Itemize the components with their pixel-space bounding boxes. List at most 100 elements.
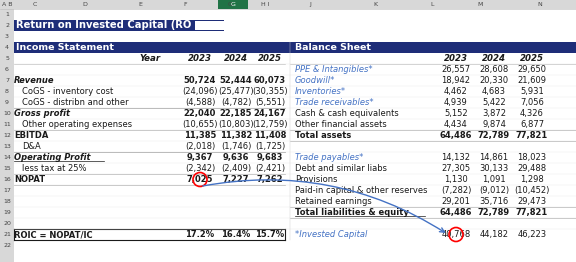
Text: 22,185: 22,185 [220,109,252,118]
Text: 20,330: 20,330 [479,76,509,85]
Text: PPE & Intangibles*: PPE & Intangibles* [295,65,373,74]
Text: F: F [183,2,187,7]
Text: G: G [228,2,233,7]
Text: 15: 15 [3,166,11,171]
Text: 22,040: 22,040 [184,109,216,118]
Text: 1: 1 [5,12,9,17]
Bar [0,0,14,262]
FancyArrowPatch shape [203,180,444,232]
Text: 28,608: 28,608 [479,65,509,74]
Text: 17: 17 [3,188,11,193]
Text: Total liabilities & equity: Total liabilities & equity [295,208,409,217]
Text: (2,421): (2,421) [255,164,285,173]
Text: (24,096): (24,096) [182,87,218,96]
Text: 10: 10 [3,111,11,116]
Text: 11: 11 [3,122,11,127]
Text: 9,636: 9,636 [223,153,249,162]
Text: (2,409): (2,409) [221,164,251,173]
Text: 4,462: 4,462 [444,87,468,96]
Text: CoGS - inventory cost: CoGS - inventory cost [22,87,113,96]
Text: (5,551): (5,551) [255,98,285,107]
Text: 3: 3 [5,34,9,39]
Text: 11,408: 11,408 [254,131,286,140]
Text: (9,012): (9,012) [479,186,509,195]
Bar [195,21,224,30]
Text: (1,746): (1,746) [221,142,251,151]
Text: 5,931: 5,931 [520,87,544,96]
Text: Balance Sheet: Balance Sheet [295,43,371,52]
Text: 2024: 2024 [482,54,506,63]
Text: Operating Profit: Operating Profit [14,153,90,162]
Text: (10,655): (10,655) [182,120,218,129]
Text: 1,298: 1,298 [520,175,544,184]
Text: K: K [373,2,377,7]
Text: 2023: 2023 [444,54,468,63]
Text: 4,939: 4,939 [444,98,468,107]
Text: 18: 18 [3,199,11,204]
Text: (4,782): (4,782) [221,98,251,107]
Text: 72,789: 72,789 [478,131,510,140]
Text: (10,803): (10,803) [218,120,254,129]
Text: 22: 22 [3,243,11,248]
Text: L: L [430,2,434,7]
Text: 2024: 2024 [224,54,248,63]
Text: Total assets: Total assets [295,131,351,140]
Text: *Invested Capital: *Invested Capital [295,230,367,239]
Text: C: C [33,2,37,7]
Text: Cash & cash equivalents: Cash & cash equivalents [295,109,399,118]
Text: 2: 2 [5,23,9,28]
Text: D&A: D&A [22,142,41,151]
Text: 2025: 2025 [520,54,544,63]
Text: 40,768: 40,768 [441,230,471,239]
Text: Debt and similar liabs: Debt and similar liabs [295,164,387,173]
Text: (4,588): (4,588) [185,98,215,107]
Text: 29,488: 29,488 [517,164,547,173]
Text: 64,486: 64,486 [439,208,472,217]
Text: (10,452): (10,452) [514,186,550,195]
Text: (2,342): (2,342) [185,164,215,173]
Text: 1,091: 1,091 [482,175,506,184]
Text: 19: 19 [3,210,11,215]
Text: Revenue: Revenue [14,76,55,85]
Text: 29,650: 29,650 [517,65,547,74]
Text: 77,821: 77,821 [516,208,548,217]
Text: Provisions: Provisions [295,175,338,184]
Text: 50,724: 50,724 [184,76,216,85]
Text: 64,486: 64,486 [439,131,472,140]
Text: 7,025: 7,025 [187,175,213,184]
Text: Inventories*: Inventories* [295,87,346,96]
Text: D: D [82,2,88,7]
Text: NOPAT: NOPAT [14,175,45,184]
Text: 9: 9 [5,100,9,105]
Text: 4: 4 [5,45,9,50]
Text: 14,132: 14,132 [441,153,471,162]
Text: A B: A B [2,2,12,7]
Text: H I: H I [261,2,270,7]
Text: 14: 14 [3,155,11,160]
Bar [14,42,576,53]
Text: 18,942: 18,942 [441,76,471,85]
Text: 77,821: 77,821 [516,131,548,140]
Text: Retained earnings: Retained earnings [295,197,372,206]
Text: Return on Invested Capital (RO: Return on Invested Capital (RO [16,20,191,30]
Text: 52,444: 52,444 [219,76,252,85]
Text: EBITDA: EBITDA [14,131,48,140]
Text: 9,683: 9,683 [257,153,283,162]
Text: 9,874: 9,874 [482,120,506,129]
Text: 72,789: 72,789 [478,208,510,217]
Text: 7: 7 [5,78,9,83]
Bar [14,229,285,240]
Text: 8: 8 [5,89,9,94]
Text: 6: 6 [5,67,9,72]
Text: 2023: 2023 [188,54,212,63]
Text: 16.4%: 16.4% [221,230,251,239]
Text: 24,167: 24,167 [254,109,286,118]
Text: 1,130: 1,130 [444,175,468,184]
Text: 4,683: 4,683 [482,87,506,96]
Text: 15.7%: 15.7% [255,230,285,239]
Text: Goodwill*: Goodwill* [295,76,335,85]
Text: 16: 16 [3,177,11,182]
Text: less tax at 25%: less tax at 25% [22,164,86,173]
Text: 12: 12 [3,133,11,138]
Text: (2,018): (2,018) [185,142,215,151]
